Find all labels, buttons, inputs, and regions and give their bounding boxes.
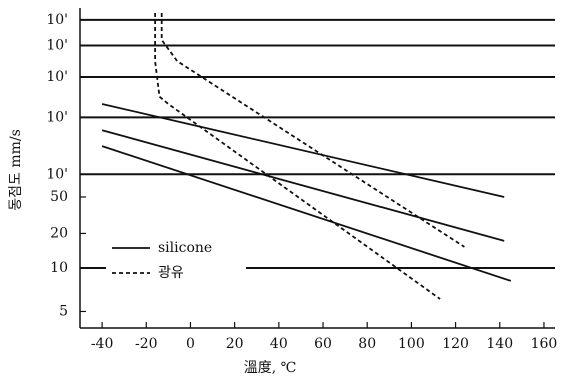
y-tick-label: 10	[50, 260, 68, 276]
y-tick-label: 10'	[46, 109, 68, 125]
series-line	[101, 145, 512, 282]
series-line	[160, 13, 465, 248]
x-tick-label: 20	[226, 336, 244, 352]
y-tick-label: 10'	[46, 166, 68, 182]
legend-bg	[106, 262, 246, 284]
y-tick-label: 10'	[46, 38, 68, 54]
x-tick-label: 80	[358, 336, 376, 352]
x-tick-label: -40	[91, 336, 114, 352]
y-tick-label: 10'	[46, 12, 68, 28]
series-line	[101, 103, 505, 198]
x-tick-label: 40	[270, 336, 288, 352]
x-axis-label: 溫度, ℃	[244, 360, 297, 376]
y-tick-label: 50	[50, 189, 68, 205]
y-tick-label: 5	[59, 303, 68, 319]
x-tick-label: 100	[398, 336, 425, 352]
series-line	[154, 13, 441, 300]
x-tick-label: 60	[314, 336, 332, 352]
y-tick-label: 10'	[46, 69, 68, 85]
y-axis-label: 동점도 mm/s	[8, 129, 24, 211]
x-tick-label: 0	[186, 336, 195, 352]
series-line	[101, 129, 505, 242]
x-tick-label: 160	[531, 336, 558, 352]
y-tick-label: 20	[50, 225, 68, 241]
x-tick-label: 140	[486, 336, 513, 352]
legend-bg	[106, 237, 246, 259]
legend-label: silicone	[158, 240, 212, 256]
x-tick-label: 120	[442, 336, 469, 352]
legend-label: 광유	[158, 265, 184, 281]
x-tick-label: -20	[135, 336, 158, 352]
